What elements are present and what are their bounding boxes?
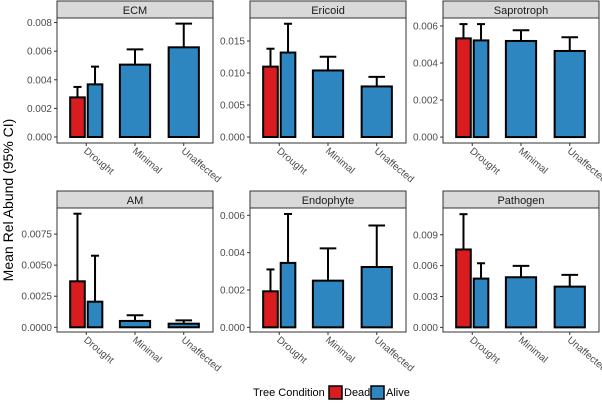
- x-tick-label: Minimal: [323, 335, 356, 366]
- y-tick-label: 0.002: [413, 96, 438, 107]
- y-tick-label: 0.009: [413, 230, 438, 241]
- y-tick-label: 0.006: [220, 211, 245, 222]
- x-tick-label: Minimal: [130, 146, 163, 177]
- x-tick-label: Drought: [467, 146, 501, 177]
- bar-alive-unaffected: [360, 266, 393, 329]
- y-tick-label: 0.0050: [21, 261, 52, 272]
- y-tick-label: 0.006: [413, 261, 438, 272]
- y-tick-label: 0.004: [413, 59, 438, 70]
- y-tick-label: 0.002: [220, 285, 245, 296]
- x-tick-label: Unaffected: [179, 335, 223, 374]
- panel-title: Saprotroph: [494, 5, 548, 17]
- bar-alive-minimal: [311, 69, 345, 138]
- y-tick-label: 0.000: [27, 132, 52, 143]
- bar-alive-minimal: [504, 276, 538, 329]
- x-tick-label: Drought: [467, 335, 501, 366]
- y-tick-label: 0.004: [220, 248, 245, 259]
- x-tick-label: Drought: [274, 146, 308, 177]
- x-tick-label: Drought: [274, 335, 308, 366]
- panel-title: Endophyte: [302, 195, 355, 207]
- y-tick-label: 0.004: [27, 75, 52, 86]
- bar-alive-drought: [472, 277, 490, 329]
- x-tick-label: Drought: [81, 335, 115, 366]
- bar-dead-drought: [69, 96, 86, 138]
- panel-title: ECM: [123, 5, 147, 17]
- legend-swatch-alive: [370, 385, 385, 400]
- panel-endophyte: Endophyte 0.000 0.002 0.004 0.006 Drought Mini…: [220, 190, 416, 374]
- bar-alive-drought: [86, 83, 104, 138]
- bar-alive-unaffected: [167, 46, 200, 138]
- panel-ericoid: Ericoid 0.000 0.005 0.010 0.015 Drought Minima…: [220, 0, 416, 185]
- y-tick-label: 0.0075: [21, 230, 52, 241]
- y-tick-label: 0.010: [220, 69, 245, 80]
- y-tick-label: 0.005: [220, 101, 245, 112]
- bar-dead-drought: [455, 37, 472, 139]
- bar-alive-drought: [86, 300, 104, 329]
- x-tick-label: Unaffected: [372, 146, 416, 185]
- panel-am: AM 0.0000 0.0025 0.0050 0.0075 Drought Minimal…: [21, 190, 223, 374]
- bar-alive-minimal: [504, 39, 538, 139]
- x-tick-label: Drought: [81, 146, 115, 177]
- panel-pathogen: Pathogen 0.000 0.003 0.006 0.009 Drought Minim…: [413, 190, 602, 374]
- y-tick-label: 0.006: [413, 21, 438, 32]
- y-tick-label: 0.000: [413, 133, 438, 144]
- bar-alive-unaffected: [553, 49, 586, 139]
- y-tick-label: 0.003: [413, 292, 438, 303]
- y-tick-label: 0.002: [27, 104, 52, 115]
- panel-title: AM: [127, 195, 144, 207]
- x-tick-label: Minimal: [323, 146, 356, 177]
- panel-title: Pathogen: [497, 195, 544, 207]
- bar-alive-unaffected: [360, 85, 393, 138]
- x-tick-label: Unaffected: [565, 335, 602, 374]
- bar-alive-drought: [279, 261, 297, 329]
- bar-alive-drought: [472, 39, 490, 139]
- y-tick-label: 0.000: [413, 323, 438, 334]
- panel-ecm: ECM 0.000 0.002 0.004 0.006 0.008 Drought Minim…: [27, 0, 223, 185]
- panel-saprotroph: Saprotroph 0.000 0.002 0.004 0.006 Drought Min…: [413, 0, 602, 185]
- bar-dead-drought: [262, 65, 279, 138]
- legend-swatch-dead: [328, 385, 343, 400]
- bar-alive-unaffected: [167, 322, 200, 329]
- legend: Tree Condition Dead Alive: [253, 385, 410, 400]
- x-tick-label: Unaffected: [179, 146, 223, 185]
- bar-alive-minimal: [118, 319, 152, 329]
- legend-label-dead: Dead: [344, 387, 370, 399]
- panel-title: Ericoid: [311, 5, 345, 17]
- legend-label-alive: Alive: [386, 387, 410, 399]
- y-tick-label: 0.000: [220, 132, 245, 143]
- y-axis-label: Mean Rel Abund (95% CI): [0, 119, 16, 282]
- x-tick-label: Minimal: [516, 146, 549, 177]
- x-tick-label: Minimal: [130, 335, 163, 366]
- y-tick-label: 0.008: [27, 18, 52, 29]
- x-tick-label: Unaffected: [565, 146, 602, 185]
- x-tick-label: Unaffected: [372, 335, 416, 374]
- y-tick-label: 0.0000: [21, 323, 52, 334]
- bar-alive-minimal: [118, 63, 152, 138]
- y-tick-label: 0.000: [220, 323, 245, 334]
- y-tick-label: 0.0025: [21, 292, 52, 303]
- bar-alive-unaffected: [553, 285, 586, 329]
- y-tick-label: 0.006: [27, 47, 52, 58]
- bar-dead-drought: [262, 290, 279, 329]
- x-tick-label: Minimal: [516, 335, 549, 366]
- legend-title: Tree Condition: [253, 387, 325, 399]
- bar-alive-drought: [279, 51, 297, 138]
- bar-dead-drought: [69, 280, 86, 329]
- y-tick-label: 0.015: [220, 37, 245, 48]
- bar-dead-drought: [455, 248, 472, 329]
- bar-alive-minimal: [311, 279, 345, 329]
